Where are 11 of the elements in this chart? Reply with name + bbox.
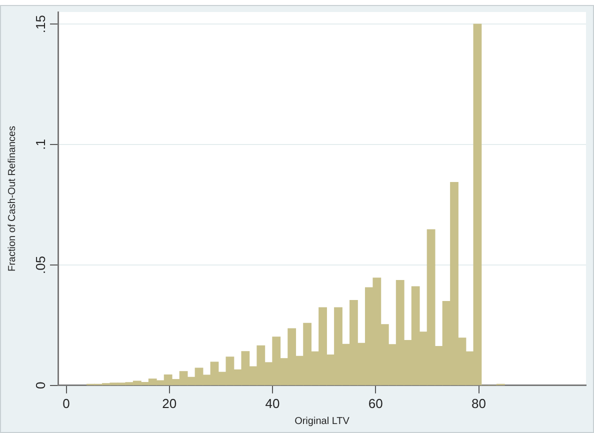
y-tick-label: .05: [33, 256, 48, 274]
x-tick-label: 20: [162, 396, 177, 411]
x-tick-label: 0: [62, 396, 70, 411]
x-axis-title: Original LTV: [294, 416, 350, 427]
y-axis-title: Fraction of Cash-Out Refinances: [6, 126, 18, 272]
x-tick-label: 60: [368, 396, 383, 411]
y-tick-label: .1: [33, 139, 48, 150]
x-tick-label: 80: [472, 396, 486, 411]
x-tick-label: 40: [265, 396, 280, 411]
y-tick-label: .15: [33, 15, 48, 34]
y-tick-label: 0: [33, 382, 48, 390]
